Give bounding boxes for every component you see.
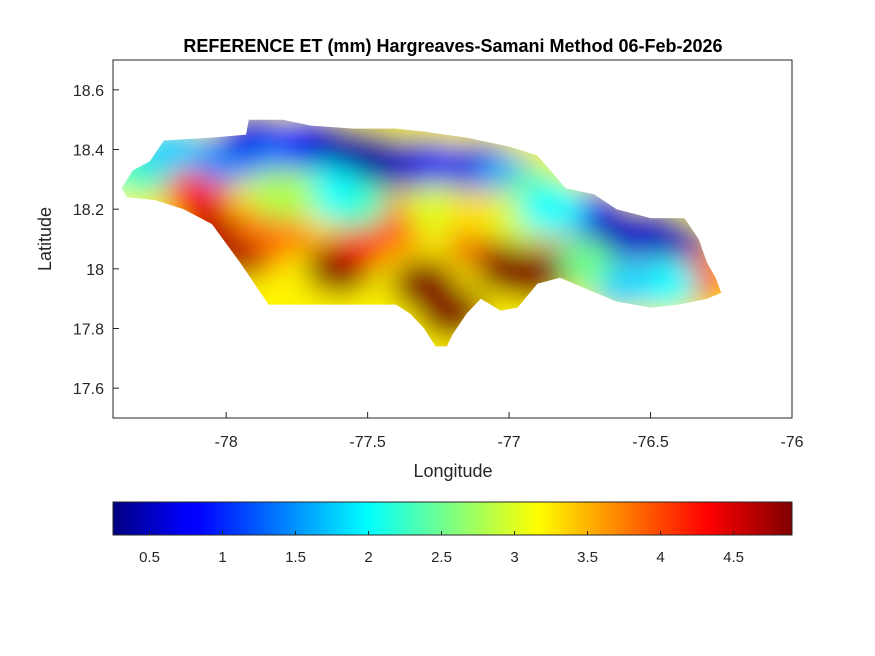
et-field-point [517,183,586,236]
x-tick-label: -76 [780,434,803,451]
y-tick-label: 18.4 [73,143,104,160]
colorbar-tick-label: 3.5 [577,549,598,566]
y-tick-label: 18.6 [73,83,104,100]
x-axis-ticks: -78 -77.5 -77 -76.5 -76 [215,412,804,451]
y-tick-label: 17.8 [73,322,104,339]
colorbar-tick-label: 1.5 [285,549,306,566]
colorbar-tick-label: 4 [656,549,664,566]
y-tick-label: 17.6 [73,381,104,398]
x-tick-label: -78 [215,434,238,451]
y-tick-label: 18.2 [73,202,104,219]
y-axis-label: Latitude [35,207,55,271]
chart-title: REFERENCE ET (mm) Hargreaves-Samani Meth… [183,36,722,56]
colorbar-tick-label: 3 [510,549,518,566]
x-axis-label: Longitude [413,461,492,481]
colorbar-tick-label: 2.5 [431,549,452,566]
x-tick-label: -77 [498,434,521,451]
et-field-point [248,168,317,221]
colorbar-tick-label: 2 [364,549,372,566]
x-tick-label: -77.5 [349,434,386,451]
y-axis-ticks: 17.6 17.8 18 18.2 18.4 18.6 [73,83,119,398]
x-tick-label: -76.5 [632,434,669,451]
colorbar [112,501,793,536]
colorbar-tick-label: 1 [218,549,226,566]
colorbar-ticks: 0.5 1 1.5 2 2.5 3 3.5 4 4.5 [139,531,744,566]
colorbar-tick-label: 0.5 [139,549,160,566]
y-tick-label: 18 [86,262,104,279]
colorbar-tick-label: 4.5 [723,549,744,566]
